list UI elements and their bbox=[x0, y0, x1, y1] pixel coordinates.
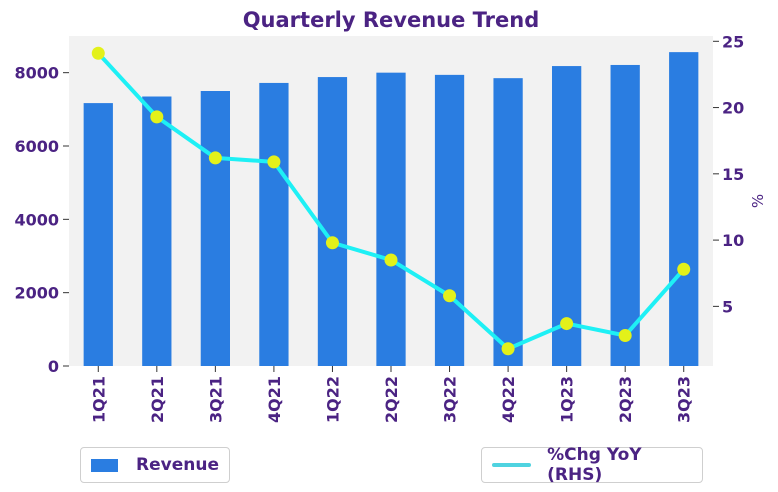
yoy-point bbox=[560, 317, 574, 331]
yoy-point bbox=[443, 289, 457, 303]
revenue-bar bbox=[259, 82, 289, 366]
x-tick-label: 3Q22 bbox=[441, 376, 460, 423]
legend-yoy: %Chg YoY (RHS) bbox=[481, 445, 703, 485]
yoy-point bbox=[91, 46, 105, 60]
revenue-bar bbox=[142, 96, 172, 366]
x-axis: 1Q21 2Q21 3Q21 4Q21 1Q22 2Q22 3Q22 4Q22 1Q23 2Q23… bbox=[89, 366, 694, 423]
right-tick-label: 25 bbox=[722, 32, 744, 51]
right-tick-label: 20 bbox=[722, 99, 744, 118]
right-tick-label: 15 bbox=[722, 165, 744, 184]
revenue-bar bbox=[317, 77, 348, 367]
yoy-point bbox=[501, 342, 515, 356]
x-tick-label: 3Q23 bbox=[675, 376, 694, 423]
revenue-bar bbox=[200, 91, 230, 366]
x-tick-label: 2Q21 bbox=[148, 376, 167, 423]
revenue-bar bbox=[434, 74, 465, 366]
right-axis-label: % bbox=[749, 194, 767, 208]
x-tick-label: 4Q22 bbox=[499, 376, 518, 423]
revenue-bar bbox=[83, 103, 113, 366]
x-tick-label: 1Q21 bbox=[89, 376, 108, 423]
legend-yoy-label: %Chg YoY (RHS) bbox=[547, 445, 642, 485]
x-tick-label: 2Q23 bbox=[616, 376, 635, 423]
revenue-bar bbox=[610, 64, 640, 366]
x-tick-label: 1Q23 bbox=[558, 376, 577, 423]
revenue-bar bbox=[552, 66, 582, 367]
x-tick-label: 3Q21 bbox=[206, 376, 225, 423]
left-y-axis: 0 2000 4000 6000 8000 bbox=[14, 64, 69, 376]
yoy-point bbox=[618, 329, 632, 343]
left-tick-label: 2000 bbox=[14, 284, 59, 303]
revenue-bar bbox=[493, 78, 523, 367]
yoy-point bbox=[325, 236, 339, 250]
right-y-axis: 5 10 15 20 25 bbox=[713, 32, 744, 316]
legend-revenue-label: Revenue bbox=[136, 455, 219, 475]
yoy-point bbox=[150, 110, 164, 124]
right-tick-label: 5 bbox=[722, 297, 733, 316]
right-tick-label: 10 bbox=[722, 231, 744, 250]
yoy-point bbox=[208, 151, 222, 165]
x-tick-label: 2Q22 bbox=[382, 376, 401, 423]
x-tick-label: 4Q21 bbox=[265, 376, 284, 423]
yoy-point bbox=[384, 253, 398, 267]
left-tick-label: 4000 bbox=[14, 210, 59, 229]
revenue-bar bbox=[376, 72, 406, 367]
yoy-point bbox=[267, 155, 281, 169]
yoy-line-series bbox=[91, 46, 691, 356]
x-tick-label: 1Q22 bbox=[323, 376, 342, 423]
legend-revenue: Revenue bbox=[80, 447, 230, 483]
chart-title: Quarterly Revenue Trend bbox=[243, 8, 540, 32]
revenue-bars bbox=[83, 52, 699, 367]
revenue-bar bbox=[669, 52, 699, 367]
left-tick-label: 8000 bbox=[14, 64, 59, 83]
left-tick-label: 6000 bbox=[14, 137, 59, 156]
yoy-point bbox=[677, 262, 691, 276]
left-tick-label: 0 bbox=[48, 357, 59, 376]
revenue-swatch bbox=[91, 458, 119, 472]
yoy-swatch bbox=[492, 463, 532, 467]
